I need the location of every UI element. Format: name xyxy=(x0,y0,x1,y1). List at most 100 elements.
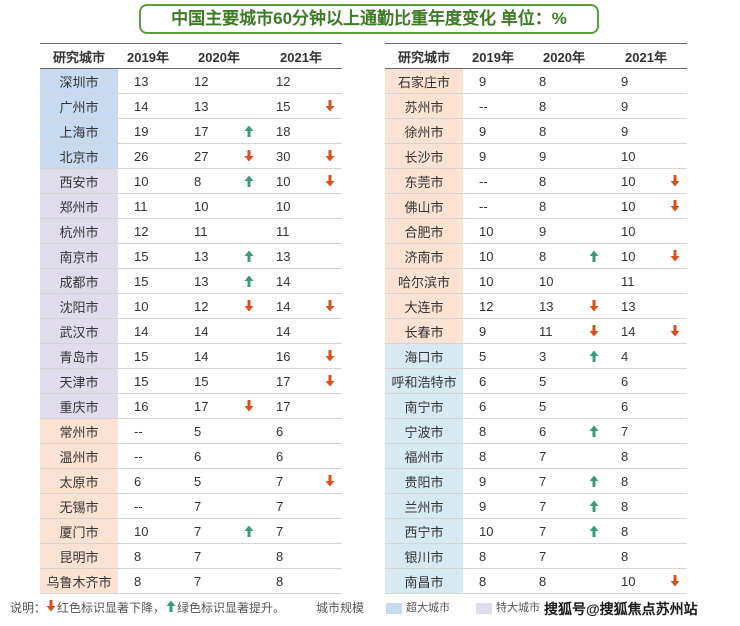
down-arrow-icon xyxy=(663,250,687,262)
legend-prefix: 说明： xyxy=(10,601,47,615)
city-name-cell: 呼和浩特市 xyxy=(385,368,463,394)
mega-city-swatch xyxy=(386,603,402,614)
table-row: 南宁市 6 5 6 xyxy=(385,393,687,419)
value-2021-cell: 10 xyxy=(605,168,663,194)
value-2020-cell: 7 xyxy=(178,568,238,594)
value-2019-cell: 26 xyxy=(118,143,178,169)
marker-2021-cell xyxy=(318,168,342,194)
marker-2020-cell xyxy=(583,143,605,169)
marker-2021-cell xyxy=(318,468,342,494)
value-2021-cell: 10 xyxy=(605,193,663,219)
city-name-cell: 上海市 xyxy=(40,118,118,144)
value-2019-cell: 12 xyxy=(118,218,178,244)
value-2019-cell: 15 xyxy=(118,243,178,269)
city-name-cell: 北京市 xyxy=(40,143,118,169)
value-2019-cell: 8 xyxy=(118,543,178,569)
marker-2021-cell xyxy=(663,343,687,369)
marker-2021-cell xyxy=(318,218,342,244)
value-2021-cell: 7 xyxy=(605,418,663,444)
legend-super-label: 特大城市 xyxy=(496,602,540,614)
table-right: 研究城市 2019年 2020年 2021年 石家庄市 9 8 9 苏州市 -- 8 9 徐州市… xyxy=(385,43,687,594)
value-2020-cell: 14 xyxy=(178,343,238,369)
city-name-cell: 苏州市 xyxy=(385,93,463,119)
value-2019-cell: -- xyxy=(118,493,178,519)
down-arrow-icon xyxy=(318,300,342,312)
value-2021-cell: 17 xyxy=(260,393,318,419)
value-2021-cell: 8 xyxy=(260,568,318,594)
table-row: 合肥市 10 9 10 xyxy=(385,218,687,244)
legend-scale-label: 城市规模 xyxy=(316,601,365,615)
marker-2021-cell xyxy=(663,268,687,294)
value-2020-cell: 8 xyxy=(523,168,583,194)
value-2019-cell: -- xyxy=(118,418,178,444)
value-2020-cell: 7 xyxy=(523,443,583,469)
marker-2020-cell xyxy=(238,443,260,469)
value-2021-cell: 8 xyxy=(260,543,318,569)
value-2021-cell: 7 xyxy=(260,518,318,544)
value-2019-cell: 8 xyxy=(118,568,178,594)
value-2020-cell: 7 xyxy=(523,468,583,494)
table-row: 苏州市 -- 8 9 xyxy=(385,93,687,119)
table-row: 南京市 15 13 13 xyxy=(40,243,342,269)
value-2019-cell: 8 xyxy=(463,418,523,444)
value-2020-cell: 13 xyxy=(523,293,583,319)
value-2021-cell: 13 xyxy=(260,243,318,269)
marker-2020-cell xyxy=(583,243,605,269)
value-2021-cell: 14 xyxy=(605,318,663,344)
marker-2020-cell xyxy=(583,493,605,519)
marker-2020-cell xyxy=(583,568,605,594)
value-2019-cell: 12 xyxy=(463,293,523,319)
value-2019-cell: 15 xyxy=(118,343,178,369)
value-2019-cell: 6 xyxy=(463,368,523,394)
city-name-cell: 宁波市 xyxy=(385,418,463,444)
marker-2020-cell xyxy=(583,168,605,194)
marker-2021-cell xyxy=(318,243,342,269)
marker-2021-cell xyxy=(663,93,687,119)
marker-2020-cell xyxy=(238,318,260,344)
value-2021-cell: 10 xyxy=(260,193,318,219)
marker-2021-cell xyxy=(663,293,687,319)
marker-2020-cell xyxy=(238,268,260,294)
marker-2021-cell xyxy=(318,68,342,94)
legend: 说明： 红色标识显著下降， 绿色标识显著提升。 城市规模 超大城市 特大城市 xyxy=(10,598,740,618)
value-2019-cell: 10 xyxy=(463,218,523,244)
legend-green-text: 绿色标识显著提升。 xyxy=(177,601,286,615)
marker-2020-cell xyxy=(238,168,260,194)
value-2020-cell: 11 xyxy=(178,218,238,244)
header-city: 研究城市 xyxy=(40,43,118,69)
up-arrow-icon xyxy=(238,175,260,187)
value-2021-cell: 12 xyxy=(260,68,318,94)
city-name-cell: 哈尔滨市 xyxy=(385,268,463,294)
value-2020-cell: 5 xyxy=(178,468,238,494)
city-name-cell: 武汉市 xyxy=(40,318,118,344)
value-2019-cell: 10 xyxy=(118,293,178,319)
value-2020-cell: 12 xyxy=(178,68,238,94)
down-arrow-icon xyxy=(583,325,605,337)
marker-2021-cell xyxy=(663,193,687,219)
value-2020-cell: 13 xyxy=(178,268,238,294)
marker-2021-cell xyxy=(663,218,687,244)
super-city-swatch xyxy=(476,603,492,614)
value-2021-cell: 30 xyxy=(260,143,318,169)
marker-2020-cell xyxy=(583,118,605,144)
table-row: 重庆市 16 17 17 xyxy=(40,393,342,419)
value-2020-cell: 7 xyxy=(523,518,583,544)
marker-2021-cell xyxy=(663,518,687,544)
value-2020-cell: 5 xyxy=(523,393,583,419)
city-name-cell: 长沙市 xyxy=(385,143,463,169)
table-row: 南昌市 8 8 10 xyxy=(385,568,687,594)
value-2020-cell: 13 xyxy=(178,243,238,269)
value-2019-cell: 9 xyxy=(463,468,523,494)
down-arrow-icon xyxy=(318,475,342,487)
value-2020-cell: 17 xyxy=(178,393,238,419)
value-2020-cell: 7 xyxy=(178,543,238,569)
down-arrow-icon xyxy=(318,350,342,362)
value-2019-cell: 14 xyxy=(118,93,178,119)
value-2020-cell: 6 xyxy=(178,443,238,469)
header-2021: 2021年 xyxy=(260,43,342,69)
marker-2020-cell xyxy=(583,193,605,219)
legend-mega-label: 超大城市 xyxy=(406,602,450,614)
value-2019-cell: 8 xyxy=(463,443,523,469)
value-2020-cell: 10 xyxy=(523,268,583,294)
value-2021-cell: 4 xyxy=(605,343,663,369)
